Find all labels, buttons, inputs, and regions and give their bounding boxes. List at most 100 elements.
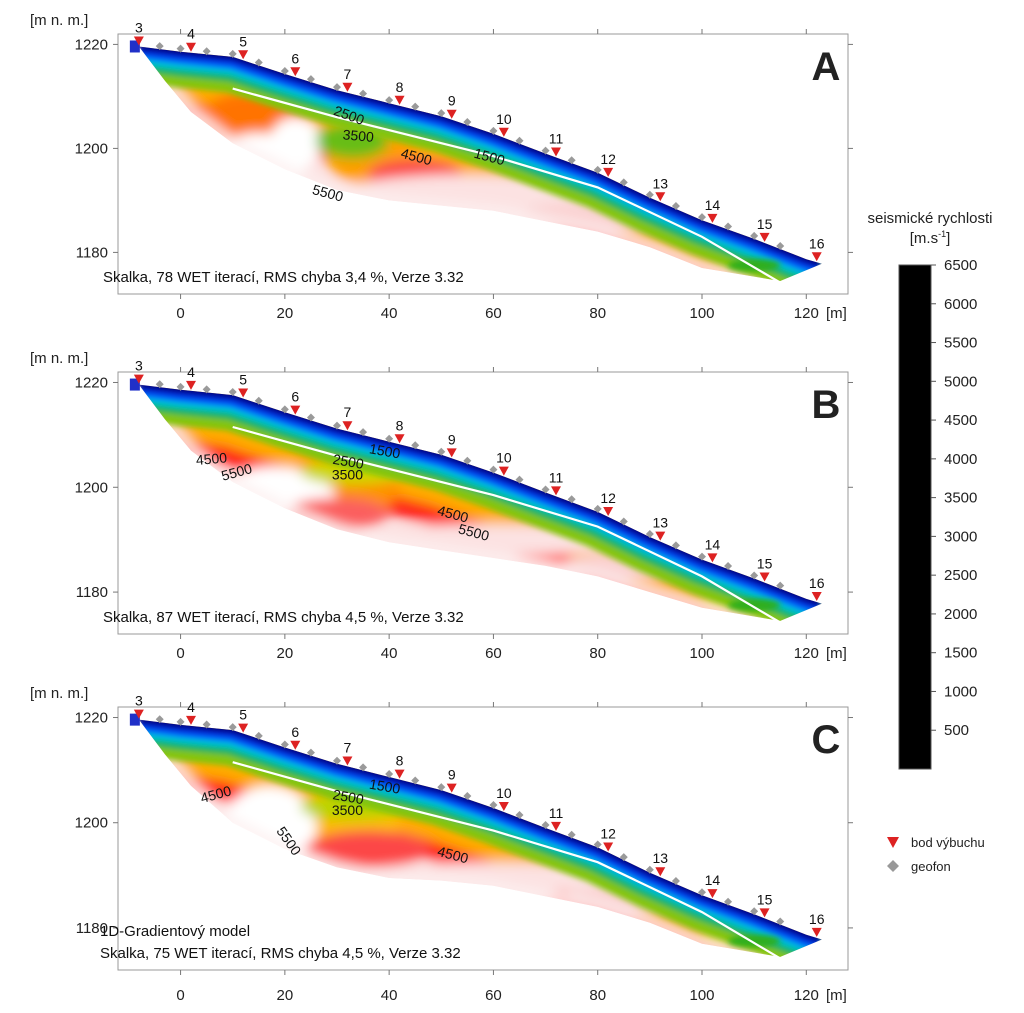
y-tick-label: 1180 [76, 244, 108, 261]
geophone-marker [489, 800, 498, 809]
velocity-body [305, 830, 431, 868]
x-tick-label: 100 [689, 645, 714, 662]
geophone-marker [385, 96, 394, 105]
geophone-marker [776, 581, 785, 590]
geophone-marker [359, 89, 368, 98]
x-tick-label: 60 [485, 305, 502, 322]
geophone-marker [411, 102, 420, 111]
shot-marker [186, 380, 196, 390]
contour-label: 1500 [472, 145, 506, 169]
geophone-marker [567, 156, 576, 165]
panel-letter: A [812, 45, 841, 89]
geophone-marker [724, 897, 733, 906]
geophone-marker [359, 763, 368, 772]
y-axis-label: [m n. m.] [30, 12, 88, 29]
shot-marker [655, 192, 666, 202]
x-tick-label: 20 [277, 305, 294, 322]
shot-marker [707, 213, 718, 223]
shot-label: 11 [549, 130, 564, 146]
x-tick-label: 120 [794, 645, 819, 662]
shot-marker [342, 756, 353, 766]
shot-label: 14 [705, 872, 721, 888]
shot-label: 6 [291, 724, 299, 740]
panel-letter: C [812, 718, 841, 762]
shot-label: 13 [652, 515, 668, 531]
contour-label: 4500 [399, 145, 433, 169]
contour-label: 5500 [457, 520, 491, 544]
geophone-marker [645, 190, 654, 199]
shot-label: 6 [291, 389, 299, 405]
shot-label: 7 [344, 66, 352, 82]
colorbar: seismické rychlosti [m.s-1] 6500 6000 5500… [867, 210, 993, 770]
contour-label: 3500 [342, 126, 375, 145]
geophone-marker [359, 428, 368, 437]
geophone-marker [724, 222, 733, 231]
shot-marker [811, 927, 822, 937]
shot-label: 5 [239, 372, 247, 388]
shot-label: 16 [809, 911, 825, 927]
refractor-line [232, 87, 781, 284]
contour-label: 3500 [332, 466, 363, 482]
contour-label: 3500 [332, 802, 363, 818]
shot-label: 4 [187, 364, 195, 380]
colorbar-tick-label: 6500 [944, 257, 977, 274]
contour-label: 1500 [368, 776, 402, 797]
shot-label: 10 [496, 111, 512, 127]
geophone-marker [593, 840, 602, 849]
shot-marker [133, 374, 144, 384]
geophone-marker [776, 917, 785, 926]
shot-label: 8 [396, 417, 404, 433]
profile-start-marker [129, 40, 140, 53]
geophone-marker [463, 456, 472, 465]
shot-label: 9 [448, 431, 456, 447]
colorbar-tick-label: 4500 [944, 412, 977, 429]
geophone-marker [155, 715, 164, 724]
velocity-tail [728, 935, 781, 948]
shot-marker [342, 421, 353, 431]
geophone-marker [593, 165, 602, 174]
geophone-marker [698, 213, 706, 222]
shot-label: 13 [652, 850, 668, 866]
shot-marker [446, 109, 457, 119]
shot-marker [551, 821, 561, 831]
geophone-marker [437, 447, 446, 456]
geophone-marker [385, 769, 394, 778]
geophone-marker [463, 118, 472, 126]
shot-label: 11 [549, 469, 564, 485]
shot-marker [498, 127, 509, 137]
geophone-marker [437, 109, 446, 118]
contour-label: 2500 [332, 786, 366, 807]
geophone-marker [280, 740, 289, 749]
legend: bod výbuchu geofon [887, 835, 985, 874]
shot-label: 16 [809, 235, 825, 251]
geophone-marker [333, 756, 341, 765]
shot-label: 7 [344, 739, 352, 755]
colorbar-tick-label: 3500 [944, 490, 977, 507]
geophone-marker [228, 49, 237, 58]
geophone-marker [176, 717, 185, 726]
contour-label: 4500 [199, 782, 233, 806]
geophone-marker [489, 126, 498, 135]
geophone-marker [155, 42, 164, 51]
velocity-body [269, 117, 322, 170]
colorbar-tick-label: 5000 [944, 373, 977, 390]
shot-marker [811, 252, 822, 262]
geophone-marker [254, 396, 263, 405]
y-axis-label: [m n. m.] [30, 350, 88, 367]
shot-label: 4 [187, 26, 195, 42]
y-tick-label: 1220 [75, 36, 108, 53]
geophone-marker [750, 231, 759, 240]
shot-marker [498, 801, 509, 811]
colorbar-title: seismické rychlosti [867, 210, 992, 227]
shot-label: 3 [135, 358, 143, 374]
geophone-marker [306, 75, 315, 84]
geophone-marker [254, 58, 263, 67]
y-tick-label: 1180 [76, 584, 108, 601]
profile-start-marker [129, 713, 140, 726]
x-axis-unit: [m] [826, 305, 847, 322]
geophone-marker [306, 748, 315, 757]
y-tick-label: 1200 [75, 479, 108, 496]
shot-label: 14 [705, 536, 721, 552]
